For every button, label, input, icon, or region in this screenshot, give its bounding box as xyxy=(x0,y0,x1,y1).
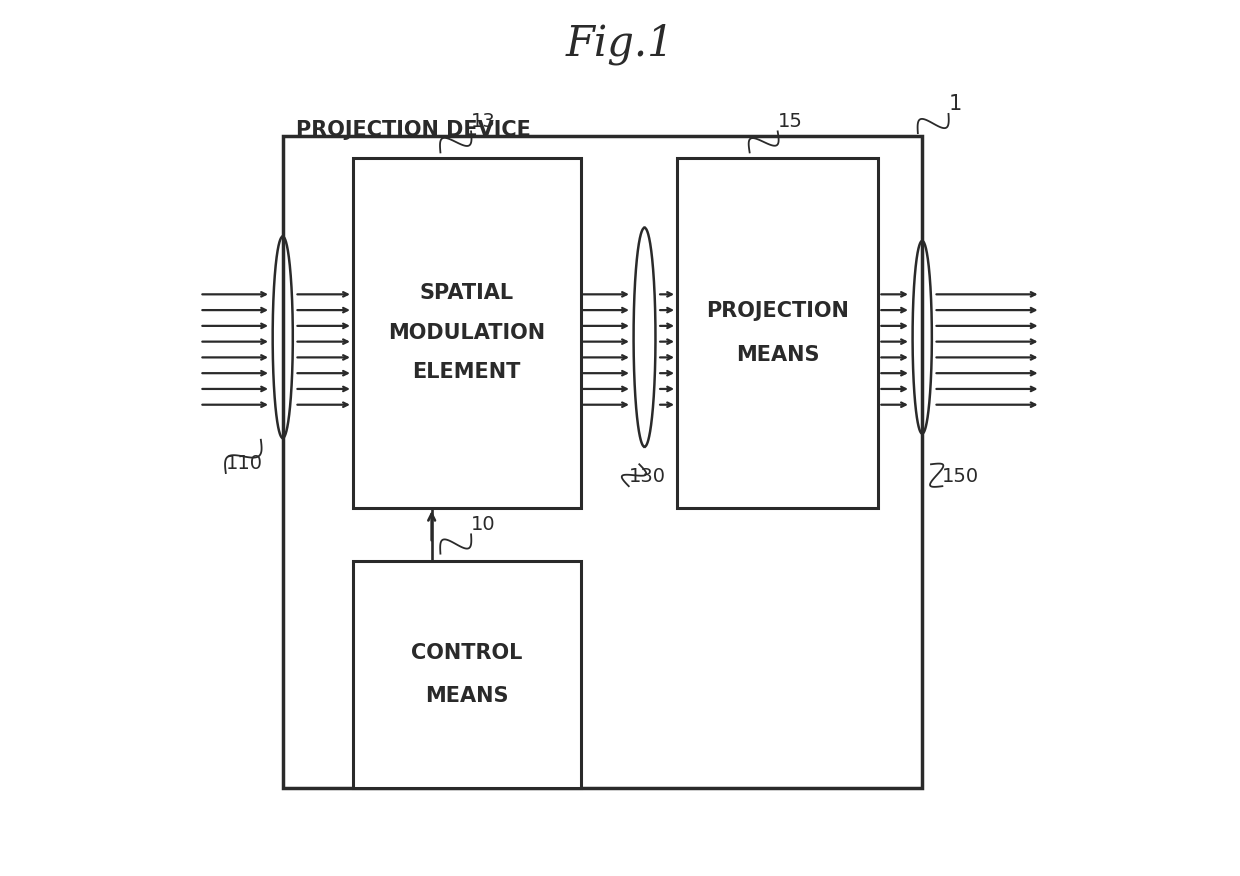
Text: ELEMENT: ELEMENT xyxy=(413,363,521,382)
Text: 10: 10 xyxy=(471,515,496,534)
Text: MEANS: MEANS xyxy=(735,345,820,364)
Text: MEANS: MEANS xyxy=(425,687,508,706)
Text: PROJECTION DEVICE: PROJECTION DEVICE xyxy=(296,120,531,140)
Text: CONTROL: CONTROL xyxy=(410,643,522,662)
Text: PROJECTION: PROJECTION xyxy=(707,301,849,321)
Text: 15: 15 xyxy=(777,112,802,131)
Bar xyxy=(353,561,580,788)
Text: MODULATION: MODULATION xyxy=(388,323,546,343)
Bar xyxy=(353,158,580,508)
Text: 150: 150 xyxy=(942,467,980,486)
Text: 1: 1 xyxy=(949,94,962,114)
Text: SPATIAL: SPATIAL xyxy=(419,284,513,303)
Text: 13: 13 xyxy=(471,112,496,131)
Bar xyxy=(677,158,878,508)
Bar xyxy=(283,136,923,788)
Text: 110: 110 xyxy=(226,454,263,473)
Text: 130: 130 xyxy=(629,467,666,486)
Text: Fig.1: Fig.1 xyxy=(565,23,675,65)
